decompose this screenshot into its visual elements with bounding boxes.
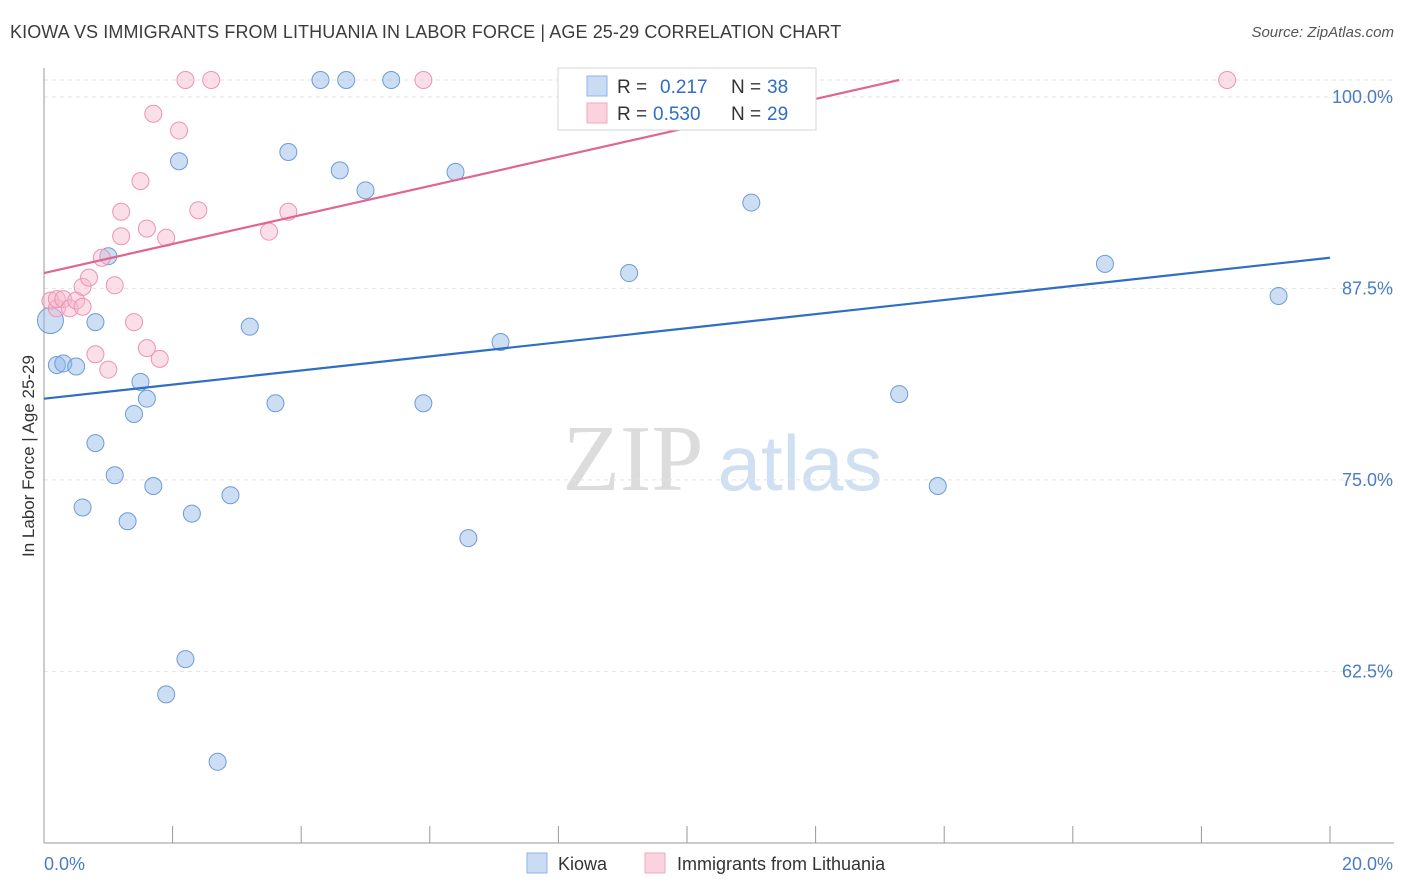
legend-r-value-2: 0.530 bbox=[653, 104, 701, 125]
legend-n-value-1: 38 bbox=[767, 77, 788, 98]
point-kiowa-23 bbox=[311, 71, 330, 89]
point-kiowa-22 bbox=[279, 143, 298, 162]
point-lithuania-19 bbox=[144, 104, 163, 123]
point-kiowa-8 bbox=[73, 498, 92, 517]
source-credit: Source: ZipAtlas.com bbox=[1251, 24, 1394, 41]
series-legend: Kiowa Immigrants from Lithuania bbox=[526, 852, 886, 874]
point-kiowa-3 bbox=[67, 357, 86, 376]
point-kiowa-20 bbox=[240, 317, 259, 336]
point-lithuania-1 bbox=[47, 299, 66, 318]
legend-n-label-1: N = bbox=[731, 77, 761, 98]
point-kiowa-25 bbox=[337, 71, 356, 89]
point-lithuania-14 bbox=[112, 227, 131, 246]
point-lithuania-11 bbox=[99, 360, 118, 379]
point-lithuania-9 bbox=[86, 345, 105, 364]
series-legend-label-kiowa: Kiowa bbox=[558, 854, 608, 874]
point-kiowa-7 bbox=[105, 466, 124, 485]
y-tick-label-1: 87.5% bbox=[1342, 278, 1393, 298]
series-legend-swatch-lithuania bbox=[644, 852, 666, 874]
point-kiowa-21 bbox=[266, 394, 285, 413]
legend-n-value-2: 29 bbox=[767, 104, 788, 125]
point-lithuania-24 bbox=[189, 201, 208, 220]
point-kiowa-16 bbox=[176, 650, 195, 669]
legend-r-label-2: R = bbox=[617, 104, 647, 125]
legend-box: R = 0.217 N = 38 R = 0.530 N = 29 bbox=[557, 67, 817, 131]
y-tick-label-0: 100.0% bbox=[1332, 87, 1393, 107]
point-kiowa-37 bbox=[1269, 287, 1288, 306]
axes bbox=[43, 68, 1394, 844]
point-kiowa-11 bbox=[131, 372, 150, 391]
point-kiowa-33 bbox=[742, 193, 761, 212]
point-kiowa-1 bbox=[47, 355, 66, 374]
y-tick-label-3: 62.5% bbox=[1342, 661, 1393, 681]
point-kiowa-0 bbox=[36, 307, 64, 335]
point-lithuania-22 bbox=[170, 121, 189, 140]
watermark-atlas: atlas bbox=[718, 419, 883, 507]
point-kiowa-27 bbox=[382, 71, 401, 89]
x-tick-label-1: 20.0% bbox=[1342, 854, 1393, 874]
point-lithuania-3 bbox=[54, 290, 73, 309]
legend-n-label-2: N = bbox=[731, 104, 761, 125]
point-lithuania-29 bbox=[1218, 71, 1237, 89]
point-lithuania-16 bbox=[131, 172, 150, 191]
legend-r-label-1: R = bbox=[617, 77, 647, 98]
point-kiowa-18 bbox=[208, 752, 227, 771]
point-kiowa-9 bbox=[118, 512, 137, 531]
y-tick-label-2: 75.0% bbox=[1342, 470, 1393, 490]
point-lithuania-17 bbox=[137, 339, 156, 358]
data-points bbox=[36, 71, 1288, 771]
point-kiowa-35 bbox=[928, 477, 947, 496]
point-kiowa-24 bbox=[330, 161, 349, 180]
point-lithuania-25 bbox=[202, 71, 221, 89]
legend-r-value-1: 0.217 bbox=[660, 77, 708, 98]
point-kiowa-12 bbox=[137, 389, 156, 408]
series-legend-swatch-kiowa bbox=[526, 852, 548, 874]
point-lithuania-20 bbox=[150, 349, 169, 368]
point-lithuania-6 bbox=[73, 297, 92, 316]
point-kiowa-26 bbox=[356, 181, 375, 200]
chart-title: KIOWA VS IMMIGRANTS FROM LITHUANIA IN LA… bbox=[10, 22, 842, 42]
watermark-zip: ZIP bbox=[563, 407, 704, 511]
point-kiowa-28 bbox=[414, 394, 433, 413]
legend-swatch-lithuania bbox=[586, 102, 608, 124]
point-lithuania-2 bbox=[47, 290, 66, 309]
point-lithuania-12 bbox=[105, 276, 124, 295]
x-tick-label-0: 0.0% bbox=[44, 854, 85, 874]
point-lithuania-18 bbox=[137, 219, 156, 238]
point-kiowa-13 bbox=[144, 477, 163, 496]
point-lithuania-4 bbox=[60, 299, 79, 318]
point-kiowa-32 bbox=[620, 264, 639, 283]
point-kiowa-34 bbox=[890, 385, 909, 404]
point-kiowa-10 bbox=[125, 405, 144, 424]
point-lithuania-0 bbox=[41, 291, 60, 310]
point-lithuania-8 bbox=[80, 268, 99, 287]
x-ticks: 0.0% 20.0% bbox=[44, 826, 1393, 874]
point-kiowa-36 bbox=[1095, 254, 1114, 273]
y-tick-labels: 100.0% 87.5% 75.0% 62.5% bbox=[1332, 87, 1393, 682]
point-lithuania-7 bbox=[73, 277, 92, 296]
point-kiowa-6 bbox=[86, 434, 105, 453]
y-axis-label: In Labor Force | Age 25-29 bbox=[19, 355, 38, 557]
point-kiowa-31 bbox=[491, 332, 510, 351]
legend-swatch-kiowa bbox=[586, 75, 608, 97]
point-kiowa-19 bbox=[221, 486, 240, 505]
point-lithuania-26 bbox=[260, 222, 279, 241]
point-lithuania-28 bbox=[414, 71, 433, 89]
series-legend-label-lithuania: Immigrants from Lithuania bbox=[677, 854, 886, 874]
trend-line-kiowa bbox=[43, 256, 1331, 400]
point-kiowa-4 bbox=[86, 313, 105, 332]
point-lithuania-13 bbox=[112, 202, 131, 221]
point-kiowa-17 bbox=[182, 504, 201, 523]
point-kiowa-30 bbox=[459, 529, 478, 548]
point-kiowa-14 bbox=[170, 152, 189, 171]
point-lithuania-23 bbox=[176, 71, 195, 89]
point-lithuania-15 bbox=[125, 313, 144, 332]
point-kiowa-15 bbox=[157, 685, 176, 704]
